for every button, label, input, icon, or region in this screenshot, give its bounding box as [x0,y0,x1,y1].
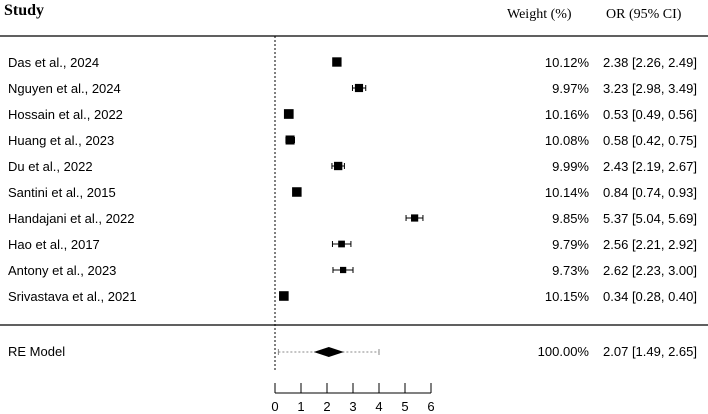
study-row: Du et al., 2022 9.99% 2.43 [2.19, 2.67] [8,159,697,174]
summary-weight: 100.00% [538,344,590,359]
x-tick-label: 4 [375,399,382,414]
x-tick-label: 0 [271,399,278,414]
study-label: Handajani et al., 2022 [8,211,134,226]
study-weight: 10.16% [545,107,590,122]
study-rows: Das et al., 2024 10.12% 2.38 [2.26, 2.49] N… [8,55,697,304]
study-or-ci: 0.84 [0.74, 0.93] [603,185,697,200]
x-tick-label: 6 [427,399,434,414]
study-row: Hossain et al., 2022 10.16% 0.53 [0.49, 0.… [8,107,697,122]
study-row: Nguyen et al., 2024 9.97% 3.23 [2.98, 3.49… [8,81,697,96]
study-row: Hao et al., 2017 9.79% 2.56 [2.21, 2.92] [8,237,697,252]
study-point-marker [332,57,342,67]
x-tick-label: 1 [297,399,304,414]
summary-or-ci: 2.07 [1.49, 2.65] [603,344,697,359]
study-or-ci: 2.56 [2.21, 2.92] [603,237,697,252]
study-weight: 9.99% [552,159,589,174]
study-row: Santini et al., 2015 10.14% 0.84 [0.74, 0.… [8,185,697,200]
study-label: Srivastava et al., 2021 [8,289,137,304]
study-or-ci: 3.23 [2.98, 3.49] [603,81,697,96]
study-or-ci: 5.37 [5.04, 5.69] [603,211,697,226]
study-weight: 9.73% [552,263,589,278]
study-or-ci: 2.38 [2.26, 2.49] [603,55,697,70]
study-label: Hossain et al., 2022 [8,107,123,122]
x-tick-label: 3 [349,399,356,414]
study-label: Du et al., 2022 [8,159,93,174]
study-point-marker [354,83,364,93]
study-label: Huang et al., 2023 [8,133,114,148]
study-weight: 10.14% [545,185,590,200]
study-or-ci: 0.34 [0.28, 0.40] [603,289,697,304]
summary-row: RE Model 100.00% 2.07 [1.49, 2.65] [8,344,697,359]
x-tick-label: 5 [401,399,408,414]
summary-diamond [313,347,344,357]
study-weight: 9.97% [552,81,589,96]
study-point-marker [283,109,294,119]
study-row: Handajani et al., 2022 9.85% 5.37 [5.04, 5… [8,211,697,226]
study-label: Nguyen et al., 2024 [8,81,121,96]
study-point-marker [340,266,347,274]
header-or: OR (95% CI) [606,7,682,22]
study-point-marker [279,291,289,301]
header-weight: Weight (%) [507,7,572,22]
study-point-marker [285,135,295,145]
study-point-marker [334,161,343,171]
x-tick-label: 2 [323,399,330,414]
study-weight: 10.12% [545,55,590,70]
study-weight: 10.15% [545,289,590,304]
study-label: Santini et al., 2015 [8,185,116,200]
study-or-ci: 0.53 [0.49, 0.56] [603,107,697,122]
study-row: Antony et al., 2023 9.73% 2.62 [2.23, 3.00… [8,263,697,278]
study-or-ci: 2.62 [2.23, 3.00] [603,263,697,278]
study-weight: 10.08% [545,133,590,148]
x-axis: 0 1 2 3 4 5 6 [271,383,435,414]
study-label: Das et al., 2024 [8,55,99,70]
study-or-ci: 0.58 [0.42, 0.75] [603,133,697,148]
study-weight: 9.79% [552,237,589,252]
study-row: Srivastava et al., 2021 10.15% 0.34 [0.28,… [8,289,697,304]
study-point-marker [338,240,345,248]
study-label: Antony et al., 2023 [8,263,116,278]
study-row: Huang et al., 2023 10.08% 0.58 [0.42, 0.75… [8,133,697,148]
header-study: Study [4,2,44,19]
x-ticks: 0 1 2 3 4 5 6 [271,383,435,414]
study-point-marker [292,187,302,197]
study-row: Das et al., 2024 10.12% 2.38 [2.26, 2.49] [8,55,697,70]
summary-label: RE Model [8,344,65,359]
study-label: Hao et al., 2017 [8,237,100,252]
study-or-ci: 2.43 [2.19, 2.67] [603,159,697,174]
study-point-marker [411,214,419,222]
study-weight: 9.85% [552,211,589,226]
